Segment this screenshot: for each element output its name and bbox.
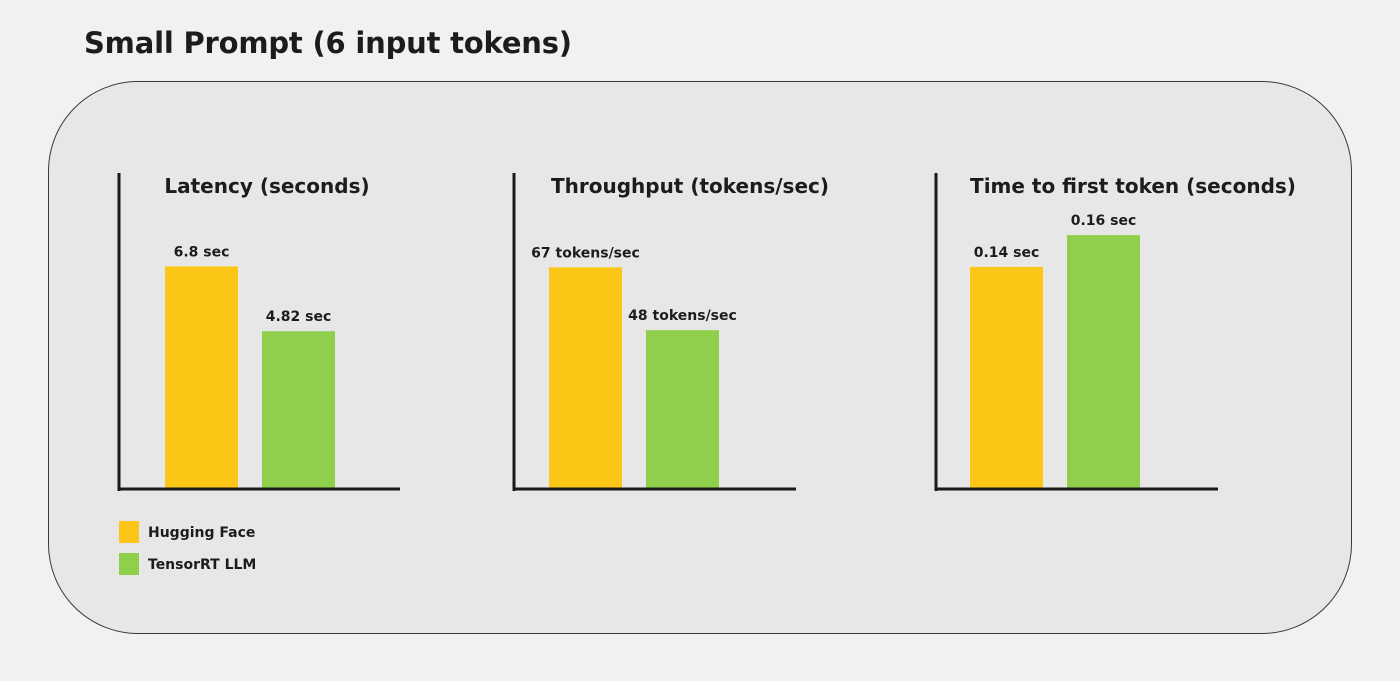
chart-3-value-label-1: 0.14 sec: [974, 245, 1040, 261]
chart-1-bar-hugging-face: [165, 266, 238, 489]
chart-1-title: Latency (seconds): [164, 174, 369, 198]
legend-label-tensorrt-llm: TensorRT LLM: [148, 557, 256, 573]
chart-2-bar-tensorrt-llm: [646, 330, 719, 489]
page-title: Small Prompt (6 input tokens): [84, 26, 572, 60]
chart-1-value-label-1: 6.8 sec: [174, 244, 230, 260]
legend-swatch-tensorrt-llm: [119, 553, 139, 575]
chart-2-bar-hugging-face: [549, 267, 622, 489]
chart-1-bar-tensorrt-llm: [262, 331, 335, 489]
chart-2-value-label-2: 48 tokens/sec: [628, 308, 737, 324]
chart-3-title: Time to first token (seconds): [970, 174, 1296, 198]
legend-label-hugging-face: Hugging Face: [148, 525, 255, 541]
chart-1-value-label-2: 4.82 sec: [266, 309, 332, 325]
chart-3-bar-tensorrt-llm: [1067, 235, 1140, 489]
chart-3-value-label-2: 0.16 sec: [1071, 213, 1137, 229]
chart-2-title: Throughput (tokens/sec): [551, 174, 829, 198]
legend-swatch-hugging-face: [119, 521, 139, 543]
chart-2-value-label-1: 67 tokens/sec: [531, 245, 640, 261]
chart-3-bar-hugging-face: [970, 266, 1043, 489]
